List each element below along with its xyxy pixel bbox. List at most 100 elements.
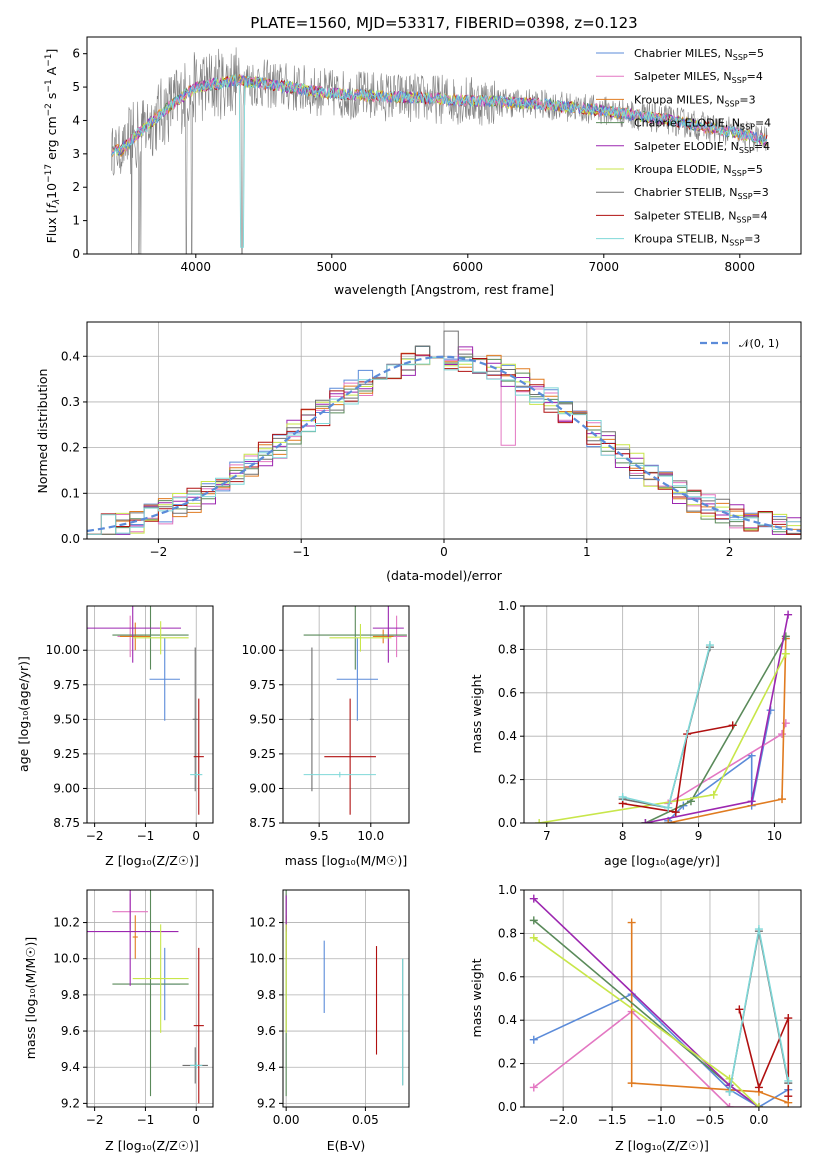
weight-vs-age-x-tick-label-0: 7: [543, 829, 551, 843]
weight-vs-age-marker-kroupa_elodie-0: [535, 819, 544, 823]
age-vs-mass-point-chabrier_elodie: [303, 606, 407, 670]
age-vs-metallicity-panel: −2 −1 0 8.75 9.00 9.25 9.50 9.75 10.00 Z [log₁₀(Z…: [16, 605, 214, 868]
weight-vs-age-x-axis-label: age [log₁₀(age/yr)]: [604, 853, 720, 868]
residuals-plot-area: −2 −1 0 1 2 0.0 0.1 0.2 0.3 0.4 𝒩(0, 1): [61, 321, 802, 559]
weight-vs-z-series-salpeter_stelib: [738, 1009, 790, 1097]
mass-vs-z-point-chabrier_elodie: [112, 890, 189, 1097]
age-vs-z-x-tick-label-2: 0: [192, 829, 200, 843]
weight-vs-age-x-tick-label-3: 10: [767, 829, 782, 843]
age-vs-mass-data-layer: [303, 606, 407, 815]
age-vs-z-x-tick-label-1: −1: [137, 829, 155, 843]
mass-vs-ebv-y-tick-label-5: 10.2: [249, 916, 276, 930]
age-vs-mass-y-tick-label-4: 9.75: [249, 678, 276, 692]
age-vs-mass-y-tick-label-5: 10.00: [242, 643, 276, 657]
residuals-panel: −2 −1 0 1 2 0.0 0.1 0.2 0.3 0.4 𝒩(0, 1) (data-mode…: [35, 321, 802, 583]
spectrum-panel: PLATE=1560, MJD=53317, FIBERID=0398, z=0…: [44, 14, 802, 297]
mass-vs-z-x-tick-label-1: −1: [137, 1113, 155, 1127]
age-vs-z-frame: [86, 605, 214, 824]
weight-vs-age-marker-kroupa_stelib-1: [664, 803, 673, 812]
weight-vs-z-marker-salpeter_stelib-2: [784, 1014, 793, 1023]
mass-vs-z-y-tick-label-1: 9.4: [61, 1060, 80, 1074]
weight-vs-z-marker-salpeter_elodie-0: [529, 894, 538, 903]
weight-vs-age-y-tick-label-0: 0.0: [498, 816, 517, 830]
weight-vs-age-marker-kroupa_miles-0: [664, 819, 673, 823]
weight-vs-age-y-tick-label-4: 0.8: [498, 642, 517, 656]
weight-vs-z-x-tick-label-0: −2.0: [549, 1113, 578, 1127]
spectrum-y-tick-label-6: 6: [72, 47, 80, 61]
residuals-y-tick-label-1: 0.1: [61, 486, 80, 500]
age-vs-z-y-axis-label: age [log₁₀(age/yr)]: [16, 656, 31, 772]
weight-vs-age-series-salpeter_miles: [667, 722, 787, 805]
residuals-histogram-kroupa_stelib: [87, 357, 801, 535]
mass-vs-ebv-panel: 0.00 0.05 9.2 9.4 9.6 9.8 10.0 10.2 E(B-V): [249, 889, 410, 1153]
age-vs-mass-point-chabrier_miles: [336, 637, 379, 721]
age-vs-z-point-kroupa_miles: [120, 622, 151, 651]
weight-vs-metallicity-panel: −2.0 −1.5 −1.0 −0.5 0.0 0.0 0.2 0.4 0.6 0.8 1.0 Z […: [469, 883, 802, 1153]
spectrum-legend-entry-kroupa_miles: Kroupa MILES, NSSP=3: [634, 93, 756, 108]
mass-vs-z-y-tick-label-5: 10.2: [53, 916, 80, 930]
age-vs-mass-y-tick-label-0: 8.75: [249, 816, 276, 830]
age-vs-z-point-kroupa_elodie: [132, 621, 189, 655]
mass-vs-metallicity-panel: −2 −1 0 9.2 9.4 9.6 9.8 10.0 10.2 Z [log₁₀(Z/Z☉)]…: [23, 889, 214, 1153]
weight-vs-age-y-tick-label-1: 0.2: [498, 773, 517, 787]
age-vs-mass-y-tick-label-3: 9.50: [249, 712, 276, 726]
weight-vs-z-x-axis-label: Z [log₁₀(Z/Z☉)]: [615, 1138, 709, 1153]
age-vs-mass-x-axis-label: mass [log₁₀(M/M☉)]: [285, 853, 407, 868]
spectrum-x-axis-label: wavelength [Angstrom, rest frame]: [334, 282, 554, 297]
weight-vs-z-marker-kroupa_stelib-0: [725, 1087, 734, 1096]
spectrum-y-tick-label-5: 5: [72, 80, 80, 94]
mass-vs-ebv-x-tick-label-1: 0.05: [352, 1113, 379, 1127]
weight-vs-z-y-tick-label-5: 1.0: [498, 883, 517, 897]
weight-vs-z-marker-kroupa_elodie-2: [754, 1103, 763, 1107]
spectrum-y-tick-label-2: 2: [72, 180, 80, 194]
weight-vs-z-series-chabrier_elodie: [533, 919, 760, 1107]
mass-vs-ebv-x-tick-label-0: 0.00: [273, 1113, 300, 1127]
age-vs-z-point-salpeter_stelib: [193, 698, 204, 815]
weight-vs-age-marker-salpeter_elodie-0: [641, 819, 650, 823]
weight-vs-z-marker-salpeter_miles-2: [725, 1103, 734, 1107]
weight-vs-z-marker-chabrier_elodie-0: [529, 916, 538, 925]
mass-vs-ebv-y-tick-label-2: 9.6: [257, 1024, 276, 1038]
spectrum-legend-entry-salpeter_stelib: Salpeter STELIB, NSSP=4: [634, 209, 768, 224]
residuals-y-tick-label-0: 0.0: [61, 532, 80, 546]
residuals-x-axis-label: (data-model)/error: [386, 568, 503, 583]
mass-vs-ebv-y-tick-label-0: 9.2: [257, 1096, 276, 1110]
weight-vs-z-x-tick-label-2: −1.0: [646, 1113, 675, 1127]
weight-vs-z-x-tick-label-1: −1.5: [598, 1113, 627, 1127]
weight-vs-age-marker-kroupa_elodie-1: [709, 790, 718, 799]
age-vs-mass-x-tick-label-1: 10.0: [357, 829, 384, 843]
residuals-legend-entry: 𝒩(0, 1): [739, 337, 779, 350]
weight-vs-age-series-salpeter_elodie: [645, 614, 789, 823]
mass-vs-z-x-axis-label: Z [log₁₀(Z/Z☉)]: [105, 1138, 199, 1153]
age-vs-mass-point-kroupa_miles: [372, 629, 394, 644]
age-vs-z-y-tick-label-3: 9.50: [53, 712, 80, 726]
spectrum-frame: [86, 36, 802, 255]
weight-vs-age-series-salpeter_stelib: [622, 724, 733, 814]
mass-vs-ebv-y-tick-label-4: 10.0: [249, 952, 276, 966]
weight-vs-age-marker-salpeter_elodie-2: [784, 610, 793, 619]
spectrum-y-tick-label-3: 3: [72, 147, 80, 161]
weight-vs-z-x-tick-label-3: −0.5: [695, 1113, 724, 1127]
spectrum-y-tick-label-0: 0: [72, 247, 80, 261]
mass-vs-z-data-layer: [87, 890, 208, 1104]
mass-vs-ebv-data-layer: [285, 890, 404, 1097]
weight-vs-age-marker-salpeter_stelib-1: [671, 808, 680, 817]
weight-vs-z-marker-chabrier_miles-0: [529, 1035, 538, 1044]
spectrum-y-tick-label-1: 1: [72, 214, 80, 228]
spectrum-legend-entry-salpeter_miles: Salpeter MILES, NSSP=4: [634, 70, 763, 85]
weight-vs-age-y-axis-label: mass weight: [469, 674, 484, 753]
spectrum-model-line-kroupa_stelib: [111, 73, 768, 248]
weight-vs-z-y-tick-label-1: 0.2: [498, 1057, 517, 1071]
residuals-x-tick-label-0: −2: [150, 545, 168, 559]
age-vs-z-y-tick-label-2: 9.25: [53, 747, 80, 761]
age-vs-z-point-salpeter_elodie: [87, 606, 181, 663]
age-vs-z-y-tick-label-4: 9.75: [53, 678, 80, 692]
spectrum-legend-entry-kroupa_elodie: Kroupa ELODIE, NSSP=5: [634, 163, 763, 178]
weight-vs-age-series-kroupa_elodie: [539, 653, 787, 823]
age-vs-mass-x-tick-label-0: 9.5: [310, 829, 329, 843]
weight-vs-z-y-tick-label-3: 0.6: [498, 970, 517, 984]
age-vs-z-y-tick-label-5: 10.00: [46, 643, 80, 657]
age-vs-mass-frame: [282, 605, 410, 824]
weight-vs-z-marker-kroupa_stelib-1: [754, 925, 763, 934]
